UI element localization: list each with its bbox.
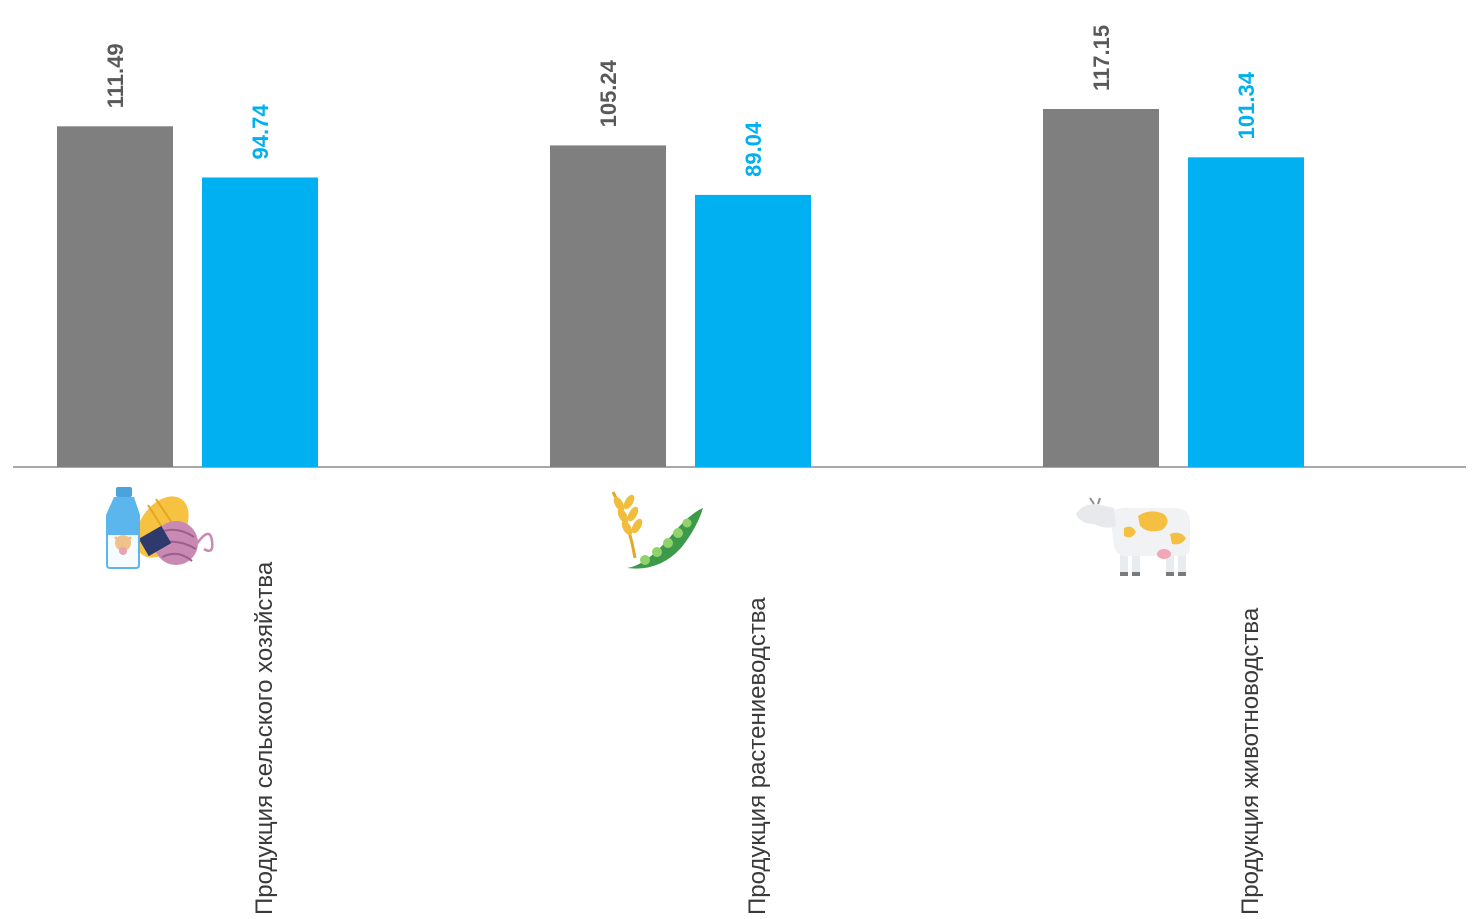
value-label-s1-c3: 117.15 <box>1089 25 1114 91</box>
bar-s1-c1 <box>57 126 173 468</box>
wheat-pea-icon <box>611 491 703 569</box>
category-label-3: Продукция животноводства <box>1237 607 1264 915</box>
value-label-s2-c3: 101.34 <box>1234 71 1259 139</box>
value-label-s1-c1: 111.49 <box>103 43 128 108</box>
category-label-1: Продукция сельского хозяйства <box>251 561 278 915</box>
bar-s2-c1 <box>202 177 318 467</box>
bar-s2-c2 <box>695 194 811 467</box>
bar-s1-c2 <box>550 145 666 467</box>
milk-grain-yarn-icon <box>106 487 214 569</box>
category-label-2: Продукция растениеводства <box>744 597 771 915</box>
bar-s1-c3 <box>1043 109 1159 467</box>
cow-icon <box>1076 497 1190 576</box>
value-label-s2-c1: 94.74 <box>248 104 273 160</box>
bar-s2-c3 <box>1188 157 1304 467</box>
value-label-s2-c2: 89.04 <box>741 121 766 177</box>
value-label-s1-c2: 105.24 <box>596 59 621 127</box>
